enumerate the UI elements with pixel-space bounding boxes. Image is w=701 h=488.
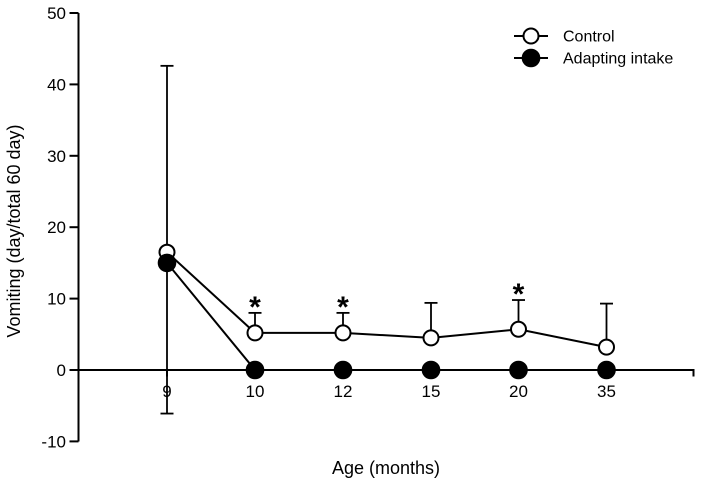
x-tick-label: 15	[422, 382, 441, 401]
filled-circle-icon	[521, 48, 541, 68]
control-point	[422, 329, 440, 347]
legend-adapting-label: Adapting intake	[563, 51, 673, 68]
x-tick-label: 20	[509, 382, 528, 401]
plot-area: 9101215203550403020100-10***	[41, 4, 695, 451]
control-line	[166, 251, 607, 349]
legend-control-label: Control	[563, 29, 615, 46]
adapting-intake-line	[166, 262, 607, 371]
x-tick-label: 35	[597, 382, 616, 401]
adapting-intake-point	[333, 360, 353, 380]
significance-asterisk: *	[513, 278, 525, 311]
y-tick-label: 50	[47, 4, 66, 23]
adapting-intake-point	[421, 360, 441, 380]
adapting-intake-point	[157, 253, 177, 273]
control-point	[334, 324, 352, 342]
control-point	[598, 338, 615, 356]
y-axis-title: Vomiting (day/total 60 day)	[4, 124, 24, 337]
significance-asterisk: *	[249, 291, 261, 324]
control-point	[246, 324, 264, 342]
adapting-intake-point	[509, 360, 528, 380]
significance-asterisk: *	[337, 291, 349, 324]
y-tick-label: 10	[47, 290, 66, 309]
adapting-intake-point	[245, 360, 265, 380]
x-axis-title: Age (months)	[332, 458, 440, 478]
x-tick-label: 10	[246, 382, 265, 401]
legend: Control Adapting intake	[514, 27, 673, 68]
legend-item-control: Control	[514, 27, 615, 46]
open-circle-icon	[522, 27, 540, 45]
control-point	[510, 320, 527, 338]
y-tick-label: 30	[47, 147, 66, 166]
y-tick-label: -10	[41, 432, 66, 451]
y-tick-label: 40	[47, 75, 66, 94]
x-tick-label: 12	[334, 382, 353, 401]
adapting-intake-point	[597, 360, 616, 380]
y-tick-label: 0	[57, 361, 66, 380]
y-tick-label: 20	[47, 218, 66, 237]
legend-item-adapting-intake: Adapting intake	[514, 48, 673, 68]
